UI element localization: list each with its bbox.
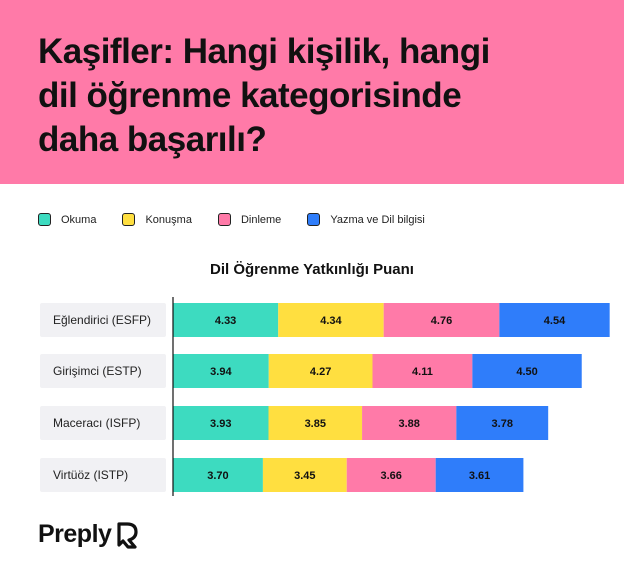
bar-segment (499, 303, 610, 337)
bar-value-label: 4.50 (516, 366, 537, 378)
legend-swatch (122, 213, 136, 226)
bar-segment (173, 458, 263, 492)
bar-segment (383, 303, 500, 337)
legend-item-okuma: Okuma (38, 213, 96, 226)
bar-segment (472, 354, 582, 388)
preply-logo-icon (117, 521, 139, 549)
bar-value-label: 3.93 (210, 418, 231, 430)
bar-segment (262, 458, 347, 492)
bar-segment (362, 406, 457, 440)
bar-segment (268, 354, 373, 388)
bar-value-label: 4.54 (544, 315, 566, 327)
bar-value-label: 3.88 (398, 418, 419, 430)
chart-title: Dil Öğrenme Yatkınlığı Puanı (210, 261, 414, 278)
page-title: Kaşifler: Hangi kişilik, hangi dil öğren… (38, 30, 598, 162)
category-label-box (40, 458, 166, 492)
bar-value-label: 3.45 (294, 470, 315, 482)
bar-segment (278, 303, 384, 337)
preply-logo: Preply (38, 520, 139, 549)
bar-segment (372, 354, 473, 388)
chart-legend: Okuma Konuşma Dinleme Yazma ve Dil bilgi… (38, 213, 451, 226)
bar-segment (268, 406, 363, 440)
category-label: Eğlendirici (ESFP) (53, 313, 151, 327)
legend-label: Yazma ve Dil bilgisi (330, 213, 425, 226)
category-label: Girişimci (ESTP) (53, 364, 142, 378)
legend-label: Dinleme (240, 213, 282, 226)
bar-value-label: 4.76 (431, 315, 452, 327)
header-banner: Kaşifler: Hangi kişilik, hangi dil öğren… (0, 0, 624, 184)
title-line-2: dil öğrenme kategorisinde (38, 76, 462, 115)
legend-item-konusma: Konuşma (122, 213, 192, 226)
logo-wordmark: Preply (38, 520, 112, 548)
bar-value-label: 3.61 (469, 470, 490, 482)
bar-value-label: 4.11 (412, 366, 433, 378)
legend-label: Okuma (61, 213, 97, 226)
bar-segment (173, 406, 269, 440)
bar-value-label: 4.27 (310, 366, 331, 378)
legend-swatch (217, 213, 231, 226)
bar-value-label: 3.85 (305, 418, 326, 430)
bar-value-label: 3.70 (207, 470, 228, 482)
category-label-box (40, 406, 166, 440)
legend-item-yazma: Yazma ve Dil bilgisi (307, 213, 425, 226)
bar-segment (456, 406, 549, 440)
title-line-3: daha başarılı? (38, 120, 267, 159)
bar-segment (435, 458, 524, 492)
bar-segment (173, 303, 279, 337)
bar-value-label: 4.33 (215, 315, 236, 327)
legend-swatch (307, 213, 321, 226)
category-label: Virtüöz (ISTP) (53, 468, 128, 482)
category-label-box (40, 303, 166, 337)
legend-label: Konuşma (145, 213, 192, 226)
bar-segment (173, 354, 269, 388)
category-label: Maceracı (ISFP) (53, 416, 140, 430)
title-line-1: Kaşifler: Hangi kişilik, hangi (38, 32, 490, 71)
category-label-box (40, 354, 166, 388)
bar-value-label: 3.66 (381, 470, 402, 482)
legend-swatch (38, 213, 51, 226)
bar-value-label: 4.34 (320, 315, 342, 327)
bar-segment (346, 458, 436, 492)
legend-item-dinleme: Dinleme (217, 213, 282, 226)
bar-value-label: 3.78 (492, 418, 513, 430)
bar-value-label: 3.94 (210, 366, 232, 378)
